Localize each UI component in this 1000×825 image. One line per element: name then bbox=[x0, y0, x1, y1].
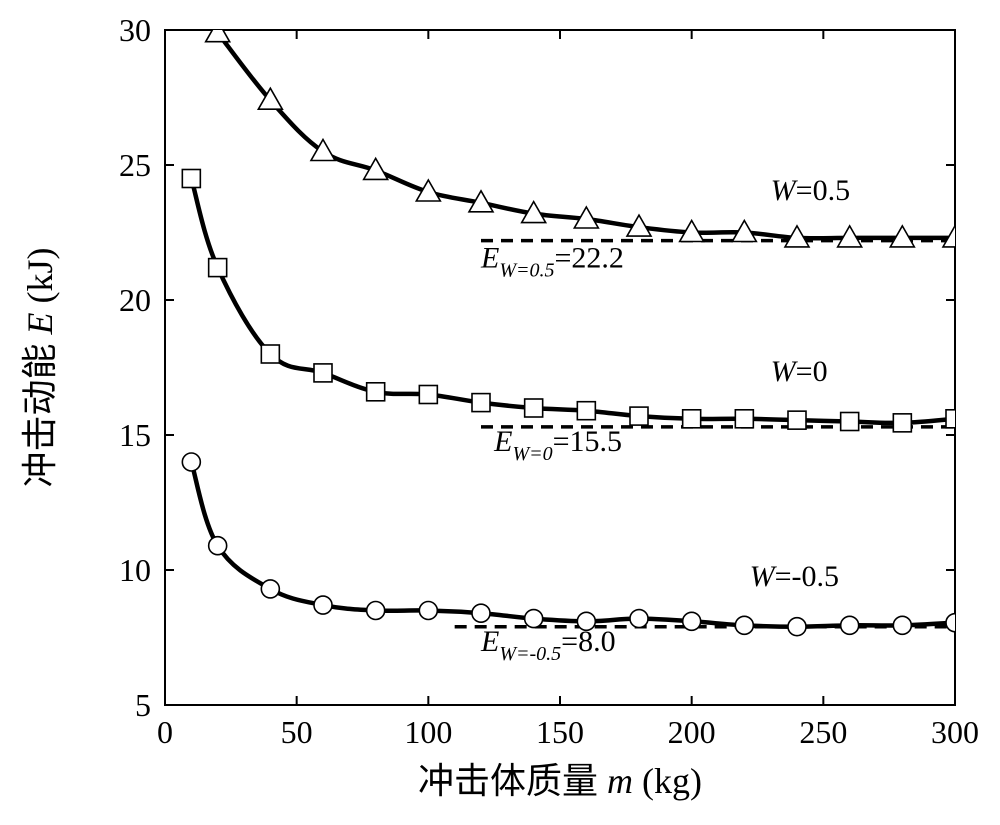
x-tick-label: 250 bbox=[799, 714, 847, 750]
marker-square bbox=[472, 394, 490, 412]
marker-square bbox=[577, 402, 595, 420]
series-curve bbox=[191, 462, 955, 627]
x-tick-label: 150 bbox=[536, 714, 584, 750]
marker-square bbox=[419, 386, 437, 404]
marker-circle bbox=[683, 612, 701, 630]
x-tick-label: 200 bbox=[668, 714, 716, 750]
marker-square bbox=[314, 364, 332, 382]
series-W_plus_0_5: W=0.5 EW=0.5=22.2 bbox=[206, 21, 967, 282]
x-tick-label: 300 bbox=[931, 714, 979, 750]
marker-square bbox=[209, 259, 227, 277]
marker-square bbox=[261, 345, 279, 363]
marker-circle bbox=[630, 610, 648, 628]
marker-circle bbox=[841, 616, 859, 634]
series-label: W=0.5 bbox=[771, 174, 850, 207]
series-W_0: W=0 EW=0=15.5 bbox=[182, 170, 964, 466]
plot-border bbox=[165, 30, 955, 705]
y-tick-label: 30 bbox=[119, 12, 151, 48]
marker-circle bbox=[261, 580, 279, 598]
y-tick-label: 20 bbox=[119, 282, 151, 318]
marker-circle bbox=[419, 602, 437, 620]
marker-square bbox=[182, 170, 200, 188]
marker-circle bbox=[788, 618, 806, 636]
asymptote-value-label: EW=0.5=22.2 bbox=[480, 242, 624, 282]
series-label: W=0 bbox=[771, 355, 828, 388]
marker-square bbox=[893, 414, 911, 432]
asymptote-value-label: EW=-0.5=8.0 bbox=[480, 625, 616, 665]
x-axis-title: 冲击体质量 m (kg) bbox=[418, 761, 702, 801]
marker-square bbox=[841, 413, 859, 431]
marker-circle bbox=[472, 604, 490, 622]
impact-energy-chart: 0 50 100 150 200 250 300 5 10 15 20 25 30 冲击体质量 m (kg… bbox=[0, 0, 1000, 825]
marker-circle bbox=[182, 453, 200, 471]
marker-square bbox=[946, 410, 964, 428]
y-axis-title: 冲击动能 E (kJ) bbox=[20, 247, 60, 487]
marker-square bbox=[525, 399, 543, 417]
marker-triangle bbox=[206, 21, 230, 42]
y-tick-label: 10 bbox=[119, 552, 151, 588]
marker-square bbox=[735, 410, 753, 428]
chart-container: 0 50 100 150 200 250 300 5 10 15 20 25 30 冲击体质量 m (kg… bbox=[0, 0, 1000, 825]
y-tick-label: 5 bbox=[135, 687, 151, 723]
marker-square bbox=[630, 407, 648, 425]
marker-square bbox=[367, 383, 385, 401]
marker-circle bbox=[946, 614, 964, 632]
marker-circle bbox=[314, 596, 332, 614]
marker-circle bbox=[209, 537, 227, 555]
y-tick-label: 15 bbox=[119, 417, 151, 453]
x-tick-label: 50 bbox=[281, 714, 313, 750]
marker-circle bbox=[367, 602, 385, 620]
y-tick-label: 25 bbox=[119, 147, 151, 183]
x-tick-label: 0 bbox=[157, 714, 173, 750]
marker-square bbox=[683, 410, 701, 428]
series-W_minus_0_5: W=-0.5 EW=-0.5=8.0 bbox=[182, 453, 964, 665]
marker-circle bbox=[893, 616, 911, 634]
x-tick-label: 100 bbox=[404, 714, 452, 750]
series-curve bbox=[191, 179, 955, 423]
marker-circle bbox=[525, 610, 543, 628]
marker-square bbox=[788, 411, 806, 429]
marker-circle bbox=[735, 616, 753, 634]
series-label: W=-0.5 bbox=[750, 560, 839, 593]
asymptote-value-label: EW=0=15.5 bbox=[493, 425, 622, 465]
